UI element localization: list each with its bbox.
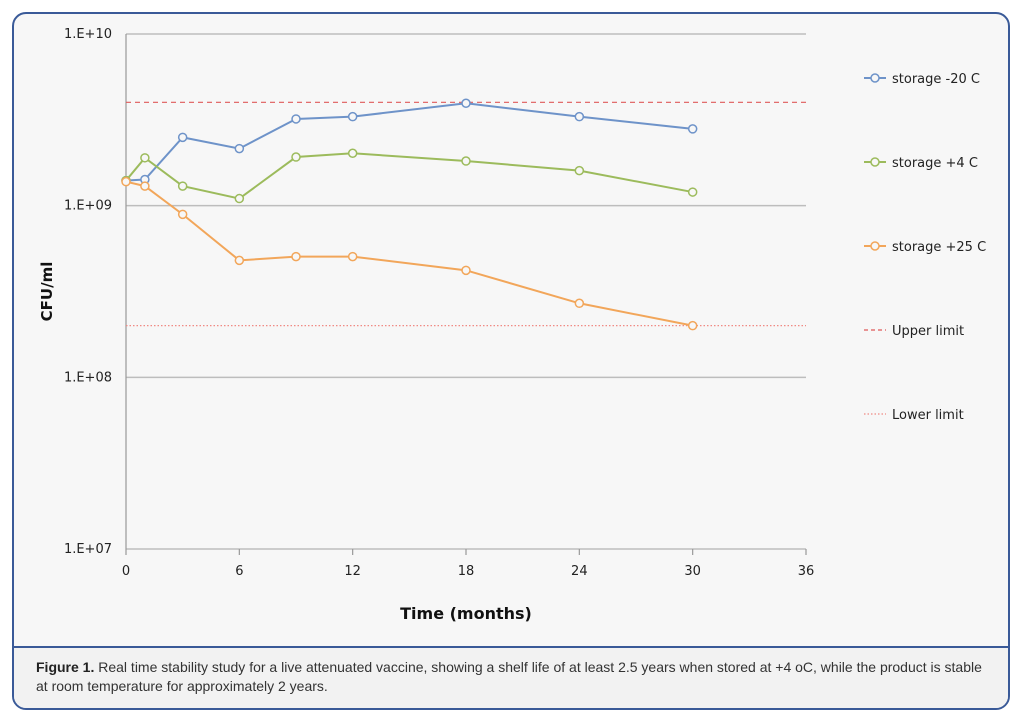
- x-axis-title: Time (months): [400, 604, 532, 623]
- data-point: [574, 111, 585, 122]
- y-tick-label: 1.E+08: [64, 370, 112, 385]
- data-point: [347, 111, 358, 122]
- caption-label: Figure 1.: [36, 659, 95, 675]
- caption-box: Figure 1. Real time stability study for …: [14, 646, 1008, 708]
- data-point: [574, 165, 585, 176]
- data-point: [574, 298, 585, 309]
- data-point: [687, 320, 698, 331]
- figure-caption: Figure 1. Real time stability study for …: [36, 658, 986, 696]
- data-point: [291, 114, 301, 124]
- y-tick-label: 1.E+10: [64, 27, 112, 42]
- data-point: [461, 265, 471, 276]
- data-point: [347, 148, 358, 158]
- data-point: [177, 181, 188, 191]
- x-tick-label: 6: [235, 564, 243, 579]
- data-point: [291, 152, 301, 162]
- legend-label: storage +4 C: [892, 156, 978, 171]
- data-point: [461, 98, 471, 109]
- data-point: [234, 193, 245, 204]
- data-point: [177, 209, 188, 220]
- x-tick-label: 36: [798, 564, 815, 579]
- x-tick-label: 24: [571, 564, 588, 579]
- x-tick-label: 18: [458, 564, 475, 579]
- figure-frame: 1.E+07 1.E+08 1.E+09 1.E+10 0 6 12 18 24 30 36 Time…: [12, 12, 1010, 710]
- y-tick-label: 1.E+09: [64, 199, 112, 214]
- data-point: [461, 156, 471, 166]
- series-line: [125, 152, 693, 200]
- data-point: [687, 187, 698, 197]
- data-point: [687, 124, 698, 134]
- data-point: [234, 143, 245, 154]
- legend-swatch-marker: [870, 73, 880, 83]
- data-point: [140, 181, 150, 191]
- x-tick-label: 12: [344, 564, 361, 579]
- data-point: [121, 176, 131, 187]
- legend-swatch-marker: [870, 157, 880, 167]
- series-line: [125, 102, 693, 182]
- y-tick-label: 1.E+07: [64, 542, 112, 557]
- line-chart: 1.E+07 1.E+08 1.E+09 1.E+10 0 6 12 18 24 30 36 Time…: [38, 27, 986, 623]
- data-point: [234, 255, 245, 266]
- data-point: [177, 132, 188, 143]
- legend-label: Lower limit: [892, 408, 964, 423]
- x-tick-label: 30: [684, 564, 701, 579]
- legend-swatch-marker: [870, 241, 880, 251]
- x-tick-label: 0: [122, 564, 130, 579]
- series-line: [125, 180, 693, 327]
- data-point: [140, 153, 150, 163]
- legend-label: Upper limit: [892, 324, 964, 339]
- legend-label: storage -20 C: [892, 72, 980, 87]
- y-axis-title: CFU/ml: [38, 262, 56, 322]
- data-point: [347, 251, 358, 262]
- plot-area: 1.E+07 1.E+08 1.E+09 1.E+10 0 6 12 18 24 30 36 Time…: [14, 14, 1008, 646]
- legend-label: storage +25 C: [892, 240, 986, 255]
- data-point: [291, 251, 301, 262]
- caption-text: Real time stability study for a live att…: [36, 659, 982, 694]
